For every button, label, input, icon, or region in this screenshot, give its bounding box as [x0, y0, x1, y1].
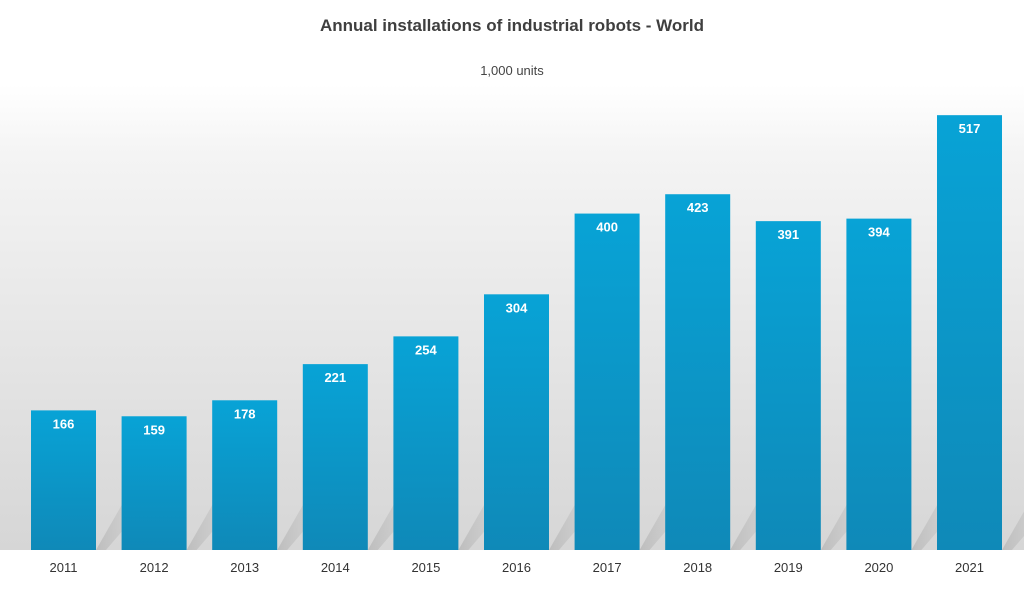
x-tick-label: 2020 [864, 560, 893, 575]
value-labels-group: 166 159 178 221 254 304 400 423 391 394 517 [53, 121, 981, 437]
bar-shadow [1002, 511, 1024, 550]
x-tick-label: 2014 [321, 560, 350, 575]
axis-band [0, 550, 1024, 599]
bar-value-label: 304 [506, 300, 528, 315]
bar-2018 [665, 194, 731, 550]
bar-value-label: 391 [777, 227, 799, 242]
bar-2011 [31, 410, 96, 550]
bar-value-label: 254 [415, 342, 437, 357]
chart-subtitle: 1,000 units [480, 63, 544, 78]
chart-title: Annual installations of industrial robot… [319, 16, 705, 35]
x-tick-label: 2021 [955, 560, 984, 575]
x-tick-label: 2015 [411, 560, 440, 575]
bar-value-label: 166 [53, 416, 75, 431]
bar-value-label: 423 [687, 200, 709, 215]
x-tick-label: 2016 [502, 560, 531, 575]
bar-2016 [484, 294, 549, 550]
bar-value-label: 159 [143, 422, 165, 437]
bar-value-label: 517 [959, 121, 981, 136]
bar-value-label: 394 [868, 225, 890, 240]
x-tick-label: 2013 [230, 560, 259, 575]
bar-value-label: 400 [596, 220, 618, 235]
bar-2021 [937, 115, 1002, 550]
x-tick-label: 2019 [774, 560, 803, 575]
bar-2013 [212, 400, 278, 550]
bars-group [31, 115, 1002, 551]
bar-value-label: 221 [324, 370, 346, 385]
bar-2012 [121, 416, 187, 550]
bar-2020 [846, 218, 912, 550]
x-tick-label: 2012 [140, 560, 169, 575]
bar-2015 [393, 336, 459, 550]
x-tick-labels-group: 2011 2012 2013 2014 2015 2016 2017 2018 2019 2020… [50, 560, 984, 575]
x-tick-label: 2017 [593, 560, 622, 575]
bar-2019 [755, 221, 821, 551]
bar-value-label: 178 [234, 406, 256, 421]
bar-2014 [302, 364, 368, 550]
bar-2017 [574, 213, 640, 551]
x-tick-label: 2011 [50, 560, 78, 575]
x-tick-label: 2018 [683, 560, 712, 575]
